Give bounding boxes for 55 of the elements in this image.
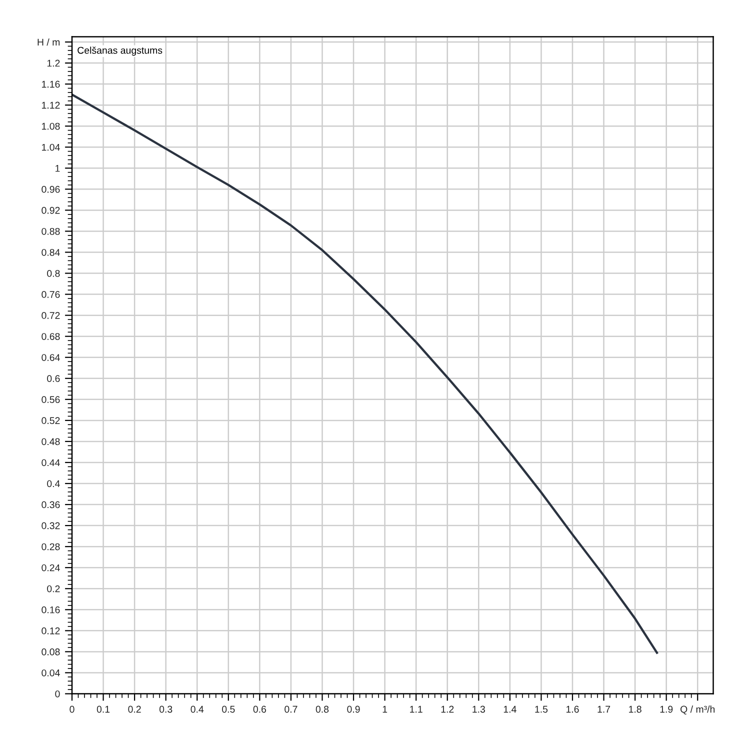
x-tick-label: 1.3 [472,706,485,713]
y-tick-label: 0.36 [42,501,60,508]
y-tick-label: 0.56 [42,396,60,404]
y-tick-label: 0.6 [47,375,60,382]
y-tick-label: H / m [38,38,60,46]
x-tick-label: 0.6 [253,706,266,713]
y-tick-label: 0.52 [42,417,60,424]
y-tick-label: 0.28 [42,543,60,550]
x-tick-label: 0.3 [159,706,172,713]
y-tick-label: 0.16 [42,606,60,614]
x-tick-label: 1.8 [629,706,642,713]
x-tick-label: 1.7 [598,706,610,713]
x-tick-label: 1.9 [660,706,673,713]
y-tick-label: 0.12 [42,627,60,634]
y-tick-label: 0.44 [42,459,60,466]
y-tick-label: 1.16 [42,80,60,88]
text: Celšanas augstums [78,46,162,56]
y-tick-label: 0.04 [42,669,60,676]
y-tick-label: 0.48 [42,438,60,446]
y-tick-label: 1.2 [47,60,60,67]
x-tick-label: 0.9 [347,706,360,713]
x-tick-label: 0.5 [222,706,235,713]
x-tick-label: 1.6 [566,706,579,713]
y-tick-label: 0.64 [42,354,60,361]
y-tick-label: 0.24 [42,564,60,572]
x-tick-label: 1.5 [535,706,548,713]
y-tick-label: 0 [55,690,60,698]
x-tick-label: 0.2 [128,706,141,713]
y-tick-label: 0.2 [47,585,60,592]
y-tick-label: 0.32 [42,522,60,530]
x-tick-label: 1 [382,706,388,713]
y-tick-label: 0.08 [42,648,60,656]
y-tick-label: 1 [56,164,60,172]
x-tick-label: 1.4 [504,706,516,713]
y-tick-label: 0.92 [42,206,60,214]
x-tick-label: 0.4 [190,706,204,713]
y-tick-label: 0.8 [47,270,60,277]
y-tick-label: 0.88 [42,228,60,235]
y-tick-label: 1.04 [42,144,60,151]
x-tick-label: 0 [70,706,74,713]
y-tick-label: 1.12 [42,102,60,109]
y-tick-label: 0.68 [42,333,60,340]
y-tick-label: 0.76 [42,291,60,298]
x-tick-label: 1.1 [410,706,422,713]
line-series [72,93,658,654]
y-tick-label: 0.84 [42,248,60,256]
y-tick-label: 0.4 [47,480,60,488]
y-tick-label: 0.96 [42,186,60,193]
y-tick-label: 0.72 [42,312,60,319]
x-tick-label: 0.7 [284,706,298,713]
x-tick-label: Q / m³/h [680,706,715,714]
x-tick-label: 0.8 [316,706,329,713]
x-tick-label: 0.1 [96,706,110,713]
y-tick-label: 1.08 [42,122,60,130]
x-tick-label: 1.2 [441,706,454,713]
